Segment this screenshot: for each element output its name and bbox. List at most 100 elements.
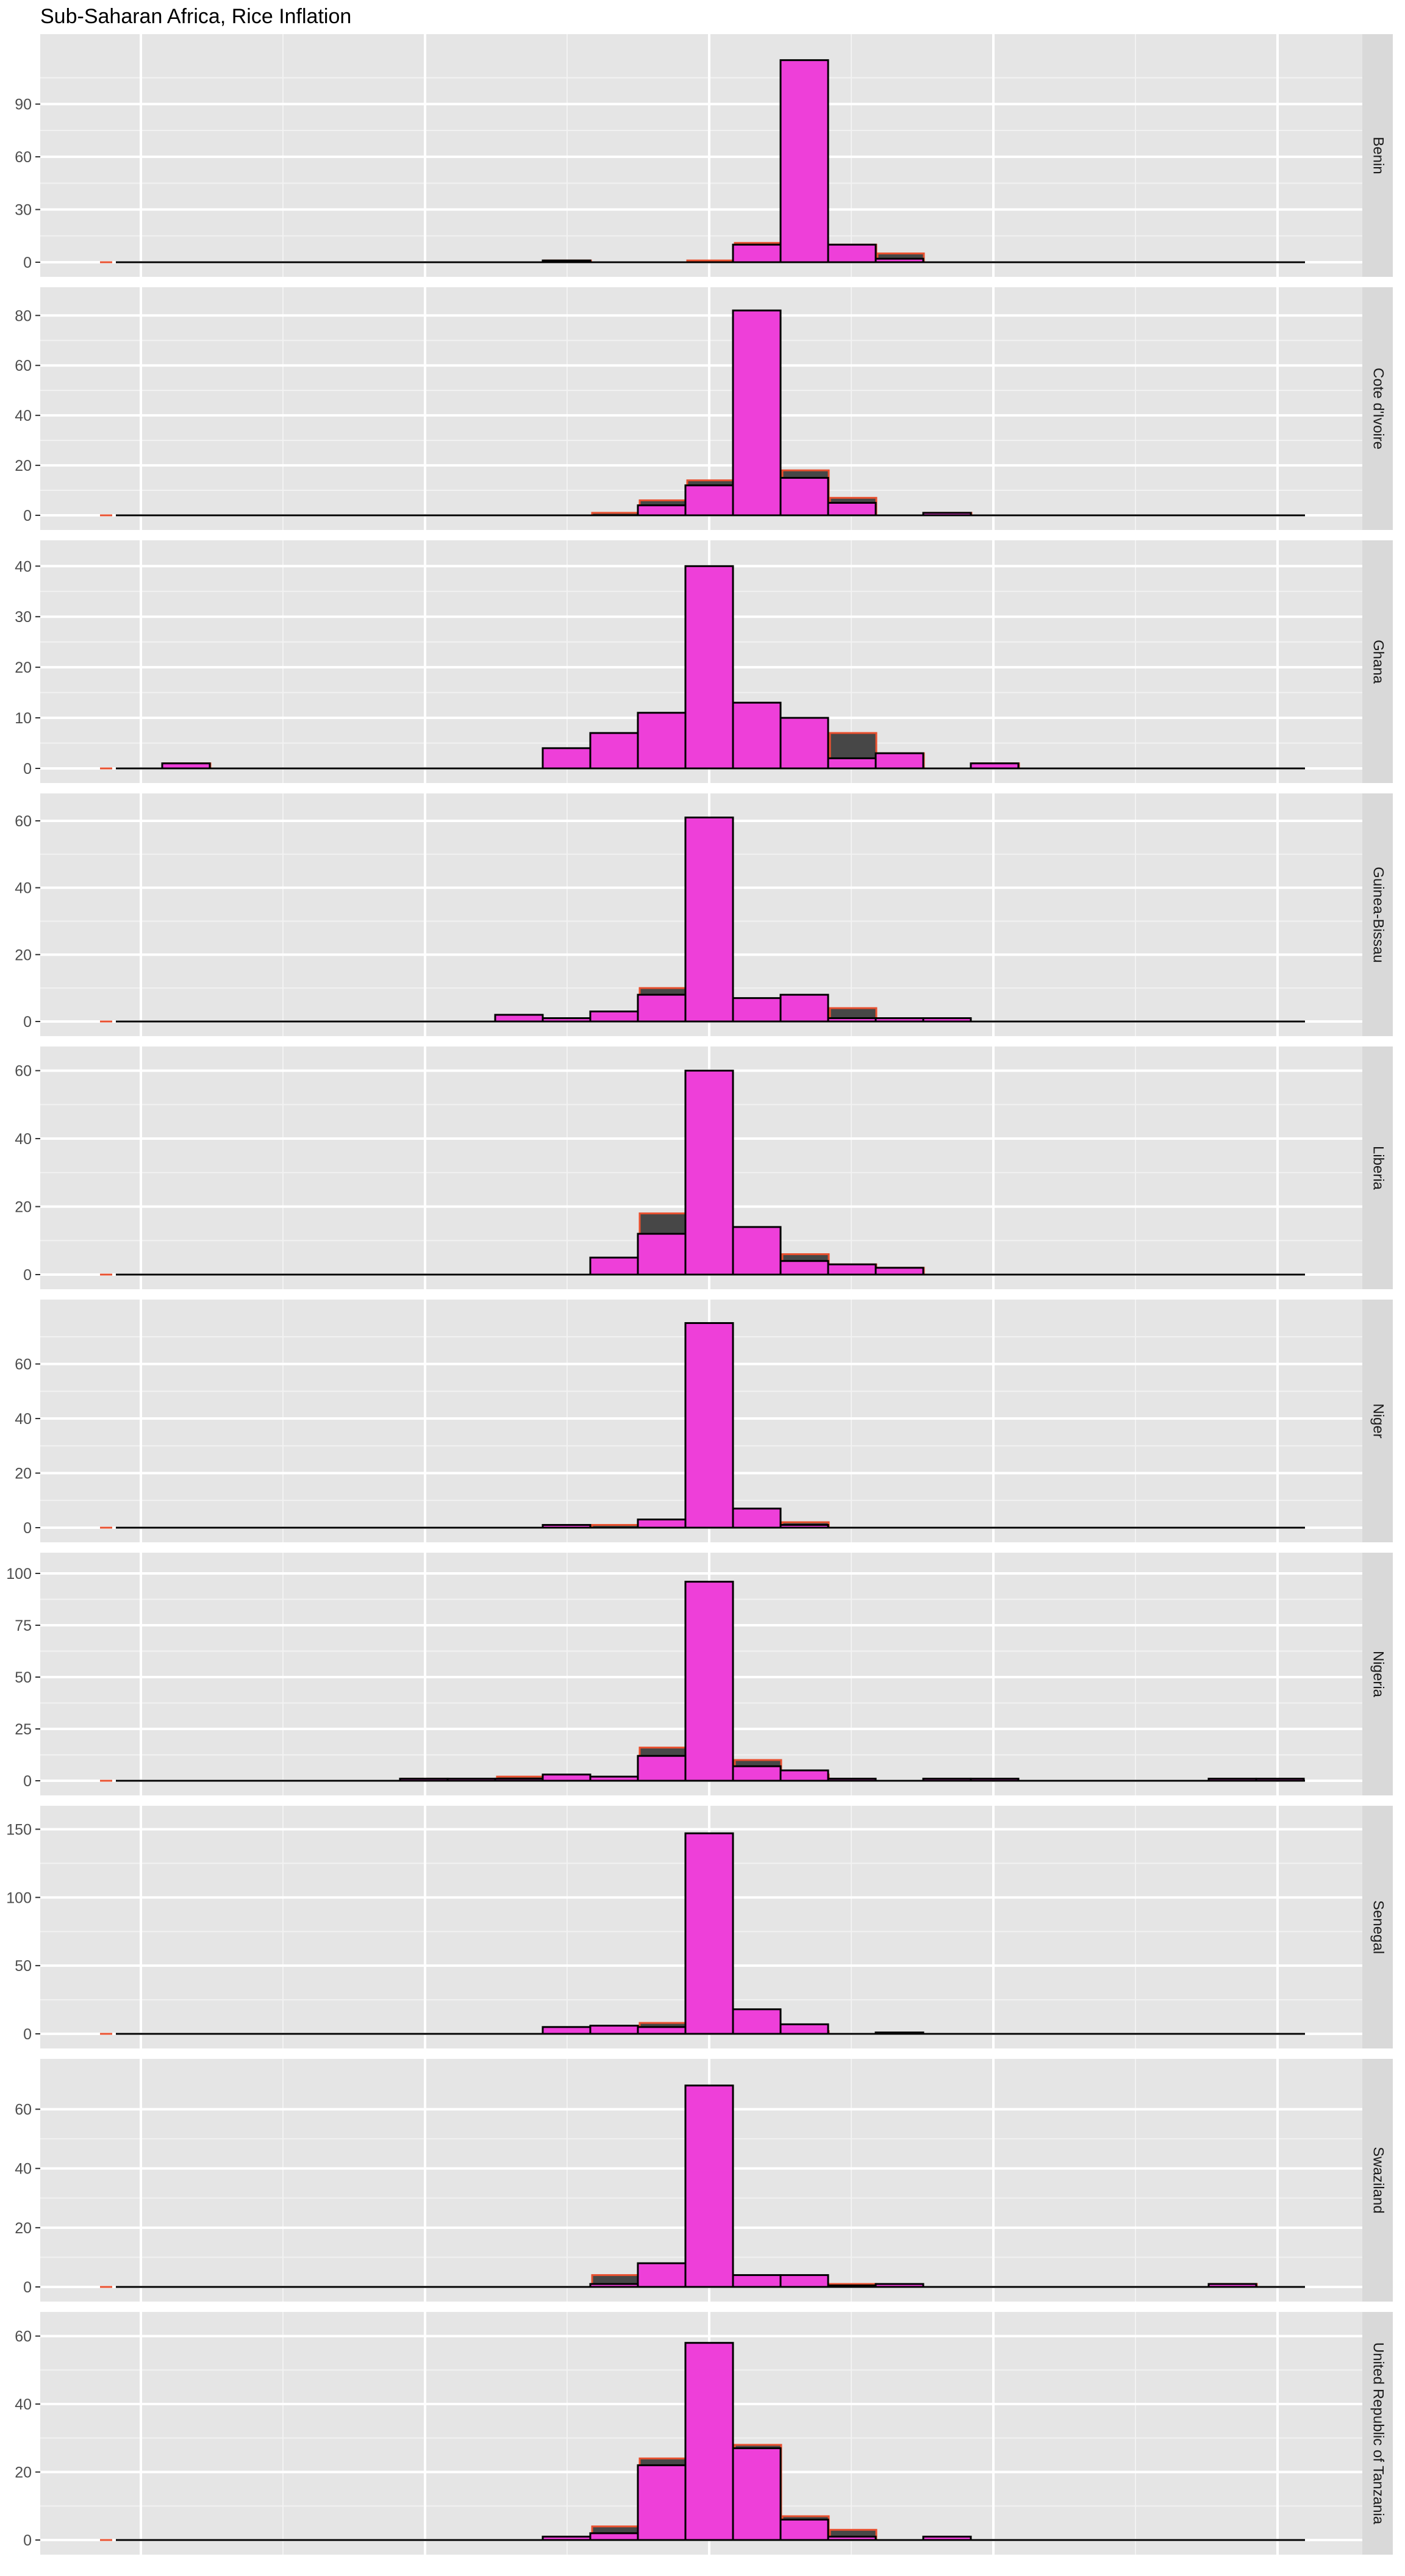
facet-label-guinea-bissau: Guinea-Bissau (1370, 867, 1387, 962)
histogram-bar (637, 2464, 687, 2541)
histogram-bar (589, 2283, 639, 2288)
histogram-bar (542, 1773, 592, 1782)
y-tick-label: 40 (15, 1131, 32, 1148)
panel-united-republic-of-tanzania: 0 20 40 60 United Republic of Tanzania (15, 2312, 1393, 2555)
facet-label-senegal: Senegal (1370, 1900, 1387, 1954)
histogram-bar (494, 1778, 544, 1782)
y-tick-label: 20 (15, 2220, 32, 2237)
y-tick-label: 60 (15, 149, 32, 166)
histogram-bar (637, 2026, 687, 2035)
facet-label-liberia: Liberia (1370, 1146, 1387, 1190)
histogram-bar (779, 2274, 829, 2288)
y-tick-label: 40 (15, 1411, 32, 1428)
histogram-bar (637, 1755, 687, 1782)
histogram-bar (922, 1778, 972, 1782)
y-tick-label: 20 (15, 1465, 32, 1483)
y-tick-label: 50 (15, 1669, 32, 1686)
histogram-bar (684, 816, 734, 1023)
histogram-bar (589, 1011, 639, 1023)
histogram-bar (732, 701, 782, 770)
facet-strip (1362, 2059, 1393, 2302)
histogram-bar (684, 1832, 734, 2035)
facet-panels: 0 30 60 90 Benin 0 20 40 60 80 Cote d'Ivoire 0 10 20 3… (6, 34, 1393, 2555)
histogram-bar (684, 1322, 734, 1529)
histogram-bar (732, 1765, 782, 1782)
histogram-bar (779, 59, 829, 263)
histogram-bar (589, 1775, 639, 1782)
histogram-bar (732, 2447, 782, 2541)
y-tick-label: 20 (15, 457, 32, 474)
histogram-bar (874, 752, 924, 770)
histogram-bar (827, 1778, 877, 1782)
y-tick-label: 150 (6, 1821, 32, 1838)
histogram-bar (874, 1267, 924, 1276)
histogram-bar (684, 1581, 734, 1782)
facet-label-niger: Niger (1370, 1403, 1387, 1438)
facet-strip (1362, 793, 1393, 1036)
histogram-bar (589, 2532, 639, 2541)
y-tick-label: 20 (15, 1199, 32, 1216)
panel-cote-d-ivoire: 0 20 40 60 80 Cote d'Ivoire (15, 287, 1393, 530)
histogram-bar (779, 2519, 829, 2541)
y-tick-label: 0 (23, 2026, 32, 2043)
histogram-bar (827, 1017, 877, 1023)
y-tick-label: 20 (15, 2464, 32, 2481)
histogram-bar (779, 1524, 829, 1529)
histogram-bar (589, 2025, 639, 2035)
histogram-bar (732, 243, 782, 263)
y-tick-label: 40 (15, 407, 32, 424)
y-tick-label: 60 (15, 357, 32, 374)
histogram-bar (827, 1263, 877, 1276)
histogram-bar (637, 712, 687, 770)
histogram-bar (542, 1017, 592, 1023)
histogram-bar (732, 997, 782, 1023)
y-tick-label: 25 (15, 1721, 32, 1738)
histogram-bar (542, 1524, 592, 1529)
facet-strip (1362, 540, 1393, 783)
facet-label-cote-d-ivoire: Cote d'Ivoire (1370, 368, 1387, 449)
y-tick-label: 30 (15, 609, 32, 626)
panel-nigeria: 0 25 50 75 100 Nigeria (6, 1553, 1393, 1795)
histogram-bar (922, 512, 972, 517)
histogram-bar (827, 2535, 877, 2541)
histogram-bar (970, 762, 1020, 770)
histogram-bar (589, 732, 639, 770)
histogram-bar (922, 1017, 972, 1023)
y-tick-label: 60 (15, 1063, 32, 1080)
histogram-bar (637, 1519, 687, 1529)
histogram-bar (494, 1014, 544, 1023)
histogram-bar (732, 2274, 782, 2288)
panel-benin: 0 30 60 90 Benin (15, 34, 1393, 277)
y-tick-label: 40 (15, 2161, 32, 2178)
y-tick-label: 40 (15, 558, 32, 575)
histogram-bar (161, 762, 211, 770)
y-tick-label: 20 (15, 946, 32, 964)
facet-strip (1362, 287, 1393, 530)
facet-strip (1362, 34, 1393, 277)
histogram-bar (1207, 2283, 1257, 2288)
histogram-bar (1255, 1778, 1305, 1782)
histogram-bar (589, 1256, 639, 1276)
histogram-bar (874, 2283, 924, 2288)
histogram-bar (684, 2084, 734, 2288)
facet-label-benin: Benin (1370, 137, 1387, 174)
panel-guinea-bissau: 0 20 40 60 Guinea-Bissau (15, 793, 1393, 1036)
y-tick-label: 0 (23, 1014, 32, 1031)
y-tick-label: 60 (15, 2102, 32, 2119)
panel-background (40, 34, 1362, 277)
histogram-bar (779, 2023, 829, 2035)
y-tick-label: 80 (15, 307, 32, 324)
histogram-bar (779, 1260, 829, 1276)
histogram-bar (779, 477, 829, 517)
histogram-bar (542, 2026, 592, 2035)
y-tick-label: 50 (15, 1958, 32, 1975)
histogram-bar (684, 2342, 734, 2541)
histogram-bar (874, 2031, 924, 2035)
histogram-bar (684, 565, 734, 770)
histogram-bar (637, 1233, 687, 1276)
histogram-bar (637, 504, 687, 517)
y-tick-label: 60 (15, 1356, 32, 1373)
y-tick-label: 0 (23, 1773, 32, 1790)
histogram-bar (874, 1017, 924, 1023)
y-tick-label: 75 (15, 1617, 32, 1634)
